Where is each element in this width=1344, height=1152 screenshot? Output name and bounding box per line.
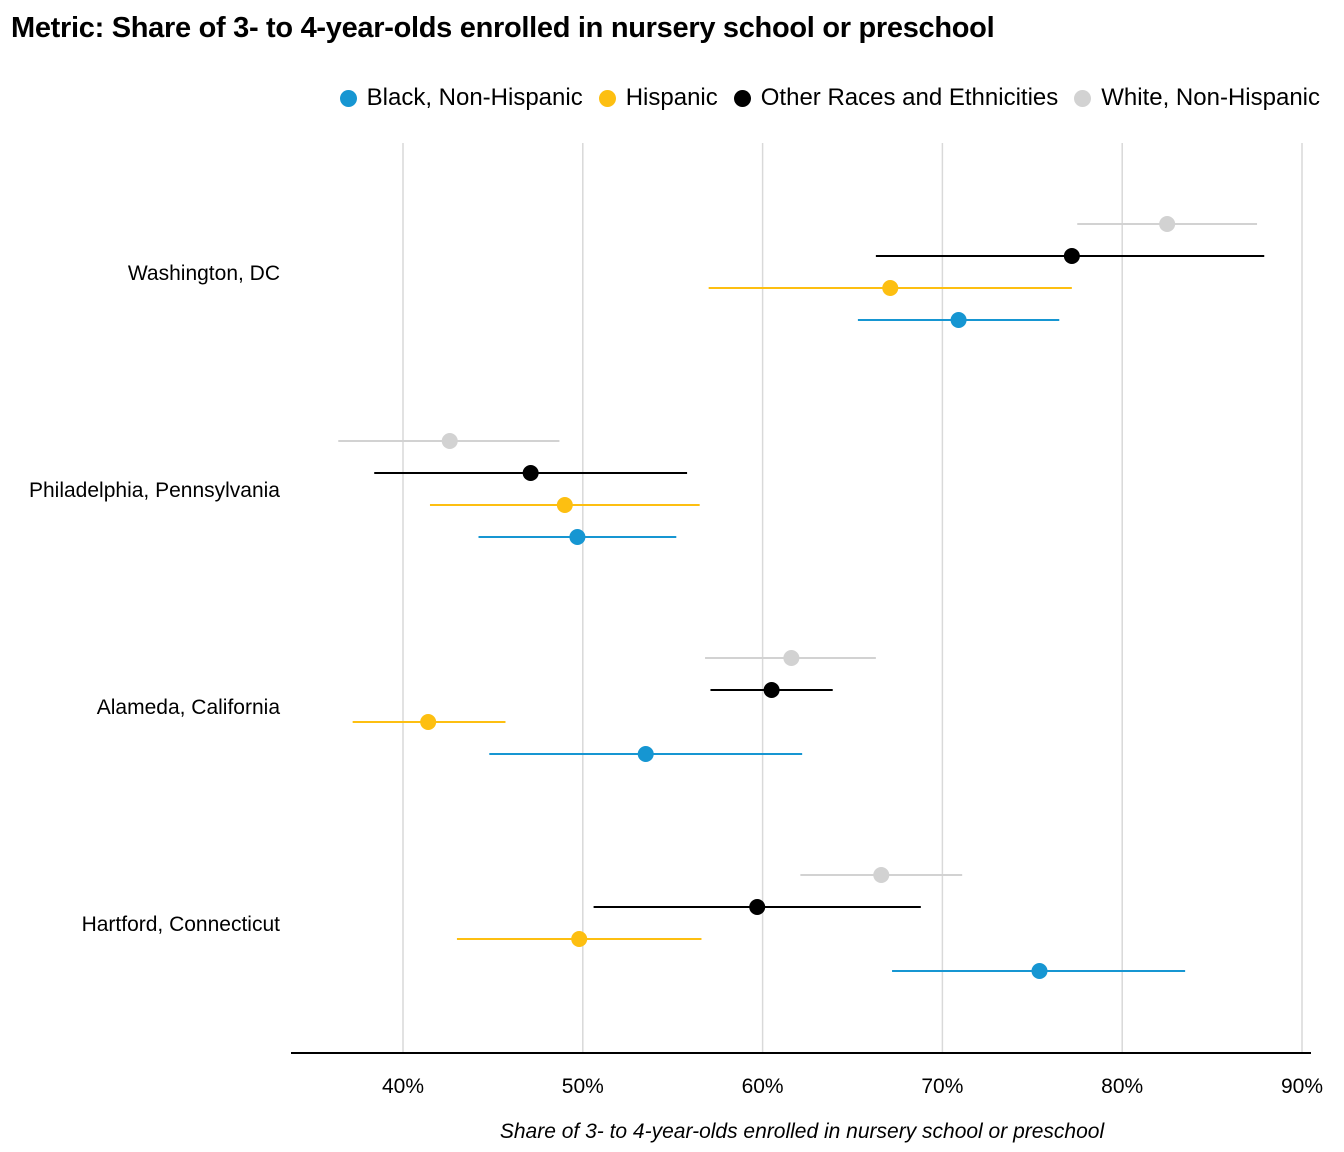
point-hispanic-washington-dc <box>882 280 899 296</box>
gridlines <box>402 143 1303 1053</box>
point-other-races-and-ethnicities-washington-dc <box>1063 248 1080 264</box>
legend-item-black-non-hispanic: Black, Non-Hispanic <box>339 84 583 112</box>
chart-title: Metric: Share of 3- to 4-year-olds enrol… <box>11 12 995 44</box>
legend-label: Black, Non-Hispanic <box>366 84 583 111</box>
category-labels: Washington, DC Philadelphia, Pennsylvania… <box>29 262 280 936</box>
point-hispanic-hartford-connecticut <box>571 931 588 947</box>
x-tick-label: 70% <box>921 1075 963 1098</box>
point-hispanic-philadelphia-pennsylvania <box>556 497 573 513</box>
x-tick-label: 60% <box>742 1075 784 1098</box>
legend-item-white-non-hispanic: White, Non-Hispanic <box>1074 84 1320 112</box>
legend-label: Other Races and Ethnicities <box>760 84 1059 111</box>
point-black-non-hispanic-philadelphia-pennsylvania <box>569 529 586 545</box>
category-label-philadelphia-pennsylvania: Philadelphia, Pennsylvania <box>29 479 280 502</box>
legend-swatch-hispanic <box>598 89 616 107</box>
legend-item-other-races: Other Races and Ethnicities <box>733 84 1059 112</box>
category-label-washington-dc: Washington, DC <box>128 262 280 285</box>
point-other-races-and-ethnicities-alameda-california <box>763 682 780 698</box>
point-white-non-hispanic-philadelphia-pennsylvania <box>441 433 458 449</box>
legend-swatch-other-races <box>733 89 751 107</box>
chart-marks <box>338 216 1265 979</box>
category-label-alameda-california: Alameda, California <box>97 696 281 719</box>
point-white-non-hispanic-washington-dc <box>1159 216 1176 232</box>
x-axis: 40% 50% 60% 70% 80% 90% <box>291 1052 1323 1098</box>
category-label-hartford-connecticut: Hartford, Connecticut <box>82 913 281 936</box>
legend-label: Hispanic <box>625 84 718 111</box>
point-other-races-and-ethnicities-philadelphia-pennsylvania <box>522 465 539 481</box>
x-tick-label: 40% <box>382 1075 424 1098</box>
point-black-non-hispanic-hartford-connecticut <box>1031 963 1048 979</box>
point-hispanic-alameda-california <box>420 714 437 730</box>
legend-item-hispanic: Hispanic <box>598 84 718 112</box>
point-other-races-and-ethnicities-hartford-connecticut <box>749 899 766 915</box>
x-tick-label: 50% <box>562 1075 604 1098</box>
x-tick-label: 80% <box>1101 1075 1143 1098</box>
point-white-non-hispanic-hartford-connecticut <box>873 867 890 883</box>
point-white-non-hispanic-alameda-california <box>783 650 800 666</box>
x-tick-label: 90% <box>1281 1075 1323 1098</box>
x-axis-title: Share of 3- to 4-year-olds enrolled in n… <box>500 1120 1106 1143</box>
legend-swatch-white-non-hispanic <box>1074 89 1092 107</box>
legend-swatch-black-non-hispanic <box>339 89 357 107</box>
legend: Black, Non-Hispanic Hispanic Other Races… <box>339 84 1320 112</box>
legend-label: White, Non-Hispanic <box>1101 84 1320 111</box>
point-black-non-hispanic-washington-dc <box>950 312 967 328</box>
point-black-non-hispanic-alameda-california <box>637 746 654 762</box>
